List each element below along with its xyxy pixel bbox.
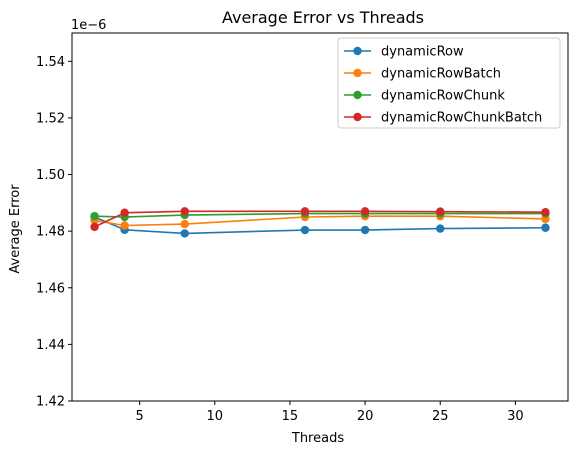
data-point	[180, 207, 189, 216]
series-dynamicRowChunkBatch	[90, 207, 550, 232]
series-group	[90, 207, 550, 238]
x-axis-ticks: 5 10 15 20 25 30	[135, 401, 524, 424]
data-point	[90, 211, 99, 221]
data-point	[541, 223, 550, 232]
legend-label: dynamicRow	[381, 45, 464, 60]
y-axis-label: Average Error	[8, 184, 23, 274]
y-tick-label: 1.54	[36, 55, 65, 70]
y-tick-label: 1.52	[36, 111, 65, 126]
x-tick-label: 10	[207, 409, 224, 424]
data-point	[300, 207, 310, 216]
x-tick-label: 30	[507, 409, 524, 424]
legend-marker	[353, 46, 362, 56]
data-point	[541, 207, 550, 217]
y-tick-label: 1.42	[36, 395, 65, 410]
legend-item-dynamicRowChunkBatch: dynamicRowChunkBatch	[344, 111, 542, 126]
x-tick-label: 20	[357, 409, 374, 424]
legend-marker	[353, 90, 362, 100]
y-tick-label: 1.50	[36, 168, 65, 183]
y-tick-label: 1.48	[36, 225, 65, 240]
data-point	[120, 221, 129, 230]
x-axis-label: Threads	[291, 431, 344, 446]
x-tick-label: 5	[135, 409, 143, 424]
data-point	[360, 207, 370, 216]
data-point	[300, 225, 310, 235]
y-tick-label: 1.44	[36, 338, 65, 353]
data-point	[180, 219, 189, 229]
data-point	[436, 207, 445, 216]
legend-label: dynamicRowChunkBatch	[381, 111, 542, 126]
chart-title: Average Error vs Threads	[222, 8, 424, 27]
legend-item-dynamicRowBatch: dynamicRowBatch	[344, 67, 501, 82]
legend-item-dynamicRowChunk: dynamicRowChunk	[344, 89, 505, 104]
legend-frame	[337, 37, 561, 129]
legend-item-dynamicRow: dynamicRow	[344, 45, 464, 60]
data-point	[360, 225, 370, 235]
data-point	[436, 224, 445, 233]
x-tick-label: 25	[432, 409, 449, 424]
legend-label: dynamicRowChunk	[381, 89, 505, 104]
legend-marker	[353, 68, 362, 78]
y-tick-label: 1.46	[36, 281, 65, 296]
plot-frame	[71, 32, 569, 402]
data-point	[120, 208, 129, 217]
data-point	[90, 222, 99, 232]
legend-label: dynamicRowBatch	[381, 67, 501, 82]
y-offset-label: 1e−6	[71, 18, 106, 33]
x-tick-label: 15	[282, 409, 299, 424]
plot-area	[71, 32, 569, 402]
y-axis-ticks: 1.42 1.44 1.46 1.48 1.50 1.52 1.54	[36, 55, 72, 410]
legend-marker	[353, 112, 362, 122]
data-point	[180, 229, 189, 238]
legend: dynamicRow dynamicRowBatch dynamicRowChunk…	[337, 37, 561, 129]
